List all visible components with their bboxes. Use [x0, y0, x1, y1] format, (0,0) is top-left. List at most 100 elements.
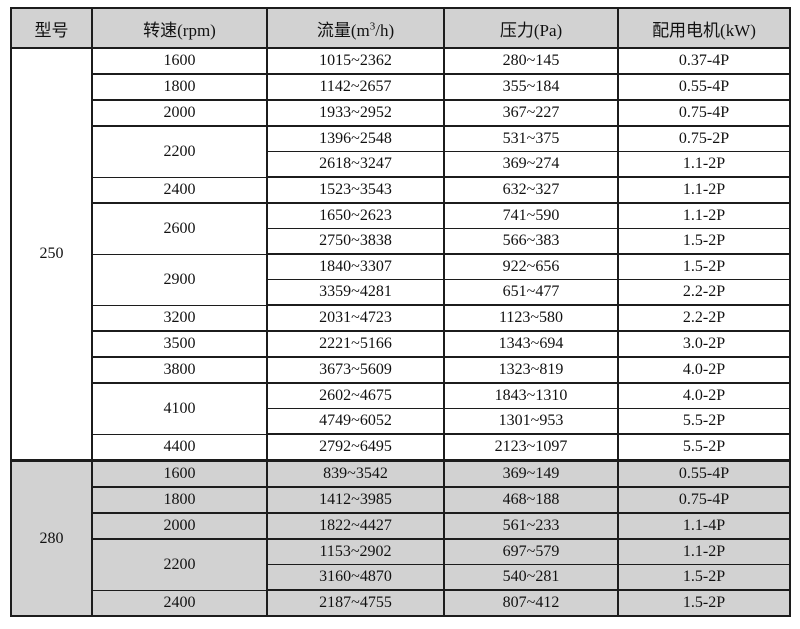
- flow-cell: 1142~2657: [266, 73, 445, 101]
- table-row: 4749~6052 1301~953 5.5-2P: [11, 408, 791, 435]
- table-row: 1800 1412~3985 468~188 0.75-4P: [11, 486, 791, 514]
- table-row: 3359~4281 651~477 2.2-2P: [11, 279, 791, 306]
- pressure-cell: 697~579: [443, 538, 619, 565]
- flow-cell: 2187~4755: [266, 589, 445, 617]
- rpm-cell: 1600: [91, 47, 268, 75]
- rpm-cell: 4100: [91, 382, 268, 435]
- flow-cell: 1412~3985: [266, 486, 445, 514]
- pressure-cell: 632~327: [443, 176, 619, 204]
- motor-cell: 1.5-2P: [617, 564, 791, 591]
- motor-cell: 2.2-2P: [617, 304, 791, 332]
- rpm-cell: 1600: [91, 459, 268, 488]
- flow-cell: 1015~2362: [266, 47, 445, 75]
- table-row: 280 1600 839~3542 369~149 0.55-4P: [10, 459, 791, 617]
- rpm-cell: 4400: [91, 433, 268, 462]
- table-row: 2400 2187~4755 807~412 1.5-2P: [11, 589, 791, 617]
- table-row: 2200 1153~2902 697~579 1.1-2P: [11, 538, 791, 591]
- rpm-cell: 2400: [91, 176, 268, 204]
- rpm-cell: 1800: [91, 73, 268, 101]
- pressure-cell: 1843~1310: [443, 382, 619, 409]
- table-row: 3800 3673~5609 1323~819 4.0-2P: [11, 356, 791, 384]
- section-280: 280 1600 839~3542 369~149 0.55-4P 1800 1…: [10, 459, 791, 617]
- motor-cell: 0.75-4P: [617, 99, 791, 127]
- motor-cell: 4.0-2P: [617, 382, 791, 409]
- motor-cell: 4.0-2P: [617, 356, 791, 384]
- rpm-cell: 2000: [91, 512, 268, 540]
- table-row: 2000 1822~4427 561~233 1.1-4P: [11, 512, 791, 540]
- flow-cell: 2618~3247: [266, 151, 445, 178]
- flow-cell: 839~3542: [266, 459, 445, 488]
- flow-cell: 4749~6052: [266, 408, 445, 435]
- table-row: 2000 1933~2952 367~227 0.75-4P: [11, 99, 791, 127]
- motor-cell: 5.5-2P: [617, 433, 791, 462]
- flow-cell: 3673~5609: [266, 356, 445, 384]
- flow-cell: 2602~4675: [266, 382, 445, 409]
- pressure-cell: 2123~1097: [443, 433, 619, 462]
- col-header-motor: 配用电机(kW): [617, 7, 791, 49]
- motor-cell: 0.55-4P: [617, 459, 791, 488]
- table-row: 4400 2792~6495 2123~1097 5.5-2P: [11, 433, 791, 462]
- col-header-model: 型号: [10, 7, 93, 49]
- pressure-cell: 367~227: [443, 99, 619, 127]
- rpm-cell: 2200: [91, 538, 268, 591]
- pressure-cell: 561~233: [443, 512, 619, 540]
- flow-cell: 1153~2902: [266, 538, 445, 565]
- pressure-cell: 531~375: [443, 125, 619, 152]
- flow-cell: 3160~4870: [266, 564, 445, 591]
- col-header-speed: 转速(rpm): [91, 7, 268, 49]
- pressure-cell: 1301~953: [443, 408, 619, 435]
- pressure-cell: 807~412: [443, 589, 619, 617]
- table-row: 2200 1396~2548 531~375 0.75-2P: [11, 125, 791, 178]
- pressure-cell: 922~656: [443, 253, 619, 280]
- flow-cell: 1650~2623: [266, 202, 445, 229]
- flow-cell: 1933~2952: [266, 99, 445, 127]
- fan-spec-table: 型号 转速(rpm) 流量(m3/h) 压力(Pa) 配用电机(kW) 250 …: [10, 7, 791, 617]
- flow-cell: 2031~4723: [266, 304, 445, 332]
- rpm-cell: 2200: [91, 125, 268, 178]
- section-250: 250 1600 1015~2362 280~145 0.37-4P 1800 …: [10, 47, 791, 462]
- header-row: 型号 转速(rpm) 流量(m3/h) 压力(Pa) 配用电机(kW): [10, 7, 791, 49]
- pressure-cell: 1123~580: [443, 304, 619, 332]
- table-row: 2900 1840~3307 922~656 1.5-2P: [11, 253, 791, 306]
- motor-cell: 1.5-2P: [617, 589, 791, 617]
- motor-cell: 1.5-2P: [617, 228, 791, 255]
- table-row: 3200 2031~4723 1123~580 2.2-2P: [11, 304, 791, 332]
- table-row: 2600 1650~2623 741~590 1.1-2P: [11, 202, 791, 255]
- motor-cell: 2.2-2P: [617, 279, 791, 306]
- flow-cell: 1396~2548: [266, 125, 445, 152]
- col-header-flow: 流量(m3/h): [266, 7, 445, 49]
- rpm-cell: 1800: [91, 486, 268, 514]
- table-row: 2618~3247 369~274 1.1-2P: [11, 151, 791, 178]
- motor-cell: 1.1-2P: [617, 176, 791, 204]
- rpm-cell: 2600: [91, 202, 268, 255]
- table-row: 3500 2221~5166 1343~694 3.0-2P: [11, 330, 791, 358]
- rpm-cell: 2900: [91, 253, 268, 306]
- table-row: 2750~3838 566~383 1.5-2P: [11, 228, 791, 255]
- pressure-cell: 741~590: [443, 202, 619, 229]
- pressure-cell: 355~184: [443, 73, 619, 101]
- flow-header-suffix: /h): [375, 20, 395, 40]
- table-row: 2400 1523~3543 632~327 1.1-2P: [11, 176, 791, 204]
- rpm-cell: 3800: [91, 356, 268, 384]
- pressure-cell: 280~145: [443, 47, 619, 75]
- table-row: 250 1600 1015~2362 280~145 0.37-4P: [10, 47, 791, 462]
- pressure-cell: 468~188: [443, 486, 619, 514]
- motor-cell: 5.5-2P: [617, 408, 791, 435]
- model-cell: 280: [10, 459, 93, 617]
- flow-header-exponent: 3: [369, 19, 376, 32]
- motor-cell: 1.1-2P: [617, 151, 791, 178]
- pressure-cell: 651~477: [443, 279, 619, 306]
- pressure-cell: 566~383: [443, 228, 619, 255]
- motor-cell: 0.37-4P: [617, 47, 791, 75]
- pressure-cell: 1323~819: [443, 356, 619, 384]
- motor-cell: 1.5-2P: [617, 253, 791, 280]
- rpm-cell: 2000: [91, 99, 268, 127]
- motor-cell: 1.1-2P: [617, 202, 791, 229]
- motor-cell: 0.75-4P: [617, 486, 791, 514]
- flow-cell: 1822~4427: [266, 512, 445, 540]
- flow-cell: 3359~4281: [266, 279, 445, 306]
- rpm-cell: 2400: [91, 589, 268, 617]
- col-header-pressure: 压力(Pa): [443, 7, 619, 49]
- rpm-cell: 3200: [91, 304, 268, 332]
